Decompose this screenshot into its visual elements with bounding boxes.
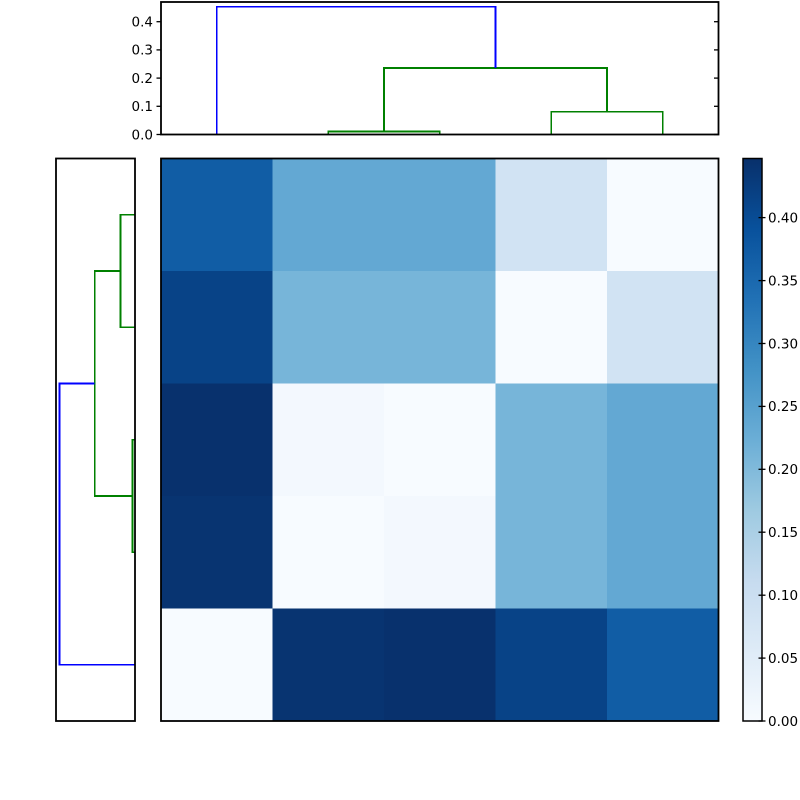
heatmap-cell bbox=[607, 383, 719, 497]
top-dendrogram-axis: 0.0 0.1 0.2 0.3 0.4 bbox=[132, 15, 719, 143]
heatmap-cell bbox=[272, 271, 385, 385]
heatmap-cell bbox=[384, 271, 497, 385]
y-tick-label: 0.3 bbox=[132, 43, 153, 59]
heatmap-cell bbox=[607, 158, 719, 272]
dendrogram-link-blue bbox=[58, 382, 135, 666]
y-tick-label: 0.2 bbox=[132, 71, 153, 87]
y-tick-label: 0.1 bbox=[132, 99, 153, 115]
dendrogram-link-green bbox=[383, 67, 608, 132]
heatmap-cell bbox=[607, 271, 719, 385]
heatmap-cell bbox=[495, 496, 608, 610]
top-dendrogram-border bbox=[160, 1, 720, 136]
heatmap-cell bbox=[161, 158, 274, 272]
colorbar-tick-label: 0.05 bbox=[768, 651, 798, 667]
dendrogram-link-green bbox=[119, 213, 135, 329]
heatmap-cell bbox=[384, 383, 497, 497]
heatmap-cell bbox=[161, 608, 274, 721]
colorbar-gradient-bar bbox=[743, 158, 762, 721]
colorbar-tick-label: 0.40 bbox=[768, 210, 798, 226]
y-tick-label: 0.4 bbox=[132, 15, 153, 31]
heatmap-border bbox=[160, 157, 720, 722]
heatmap-cell bbox=[272, 158, 385, 272]
colorbar-border bbox=[742, 157, 763, 722]
colorbar-tick-label: 0.10 bbox=[768, 588, 798, 604]
heatmap-cell bbox=[161, 383, 274, 497]
heatmap-cell bbox=[495, 158, 608, 272]
heatmap-cell bbox=[495, 383, 608, 497]
heatmap-cell bbox=[495, 608, 608, 721]
dendrogram-link-green bbox=[93, 270, 133, 497]
y-tick-label: 0.0 bbox=[132, 127, 153, 143]
heatmap-cell bbox=[161, 496, 274, 610]
heatmap-cell bbox=[495, 271, 608, 385]
colorbar-tick-label: 0.35 bbox=[768, 273, 798, 289]
colorbar-tick-label: 0.20 bbox=[768, 462, 798, 478]
colorbar-tick-label: 0.00 bbox=[768, 714, 798, 730]
dendrogram-link-green bbox=[550, 110, 664, 135]
heatmap-cell bbox=[607, 496, 719, 610]
heatmap-cell bbox=[384, 608, 497, 721]
heatmap-panel bbox=[160, 157, 720, 722]
colorbar-tick-label: 0.15 bbox=[768, 525, 798, 541]
heatmap-cell bbox=[272, 383, 385, 497]
left-dendrogram-border bbox=[55, 157, 136, 722]
heatmap-cell bbox=[607, 608, 719, 721]
heatmap-cell bbox=[272, 608, 385, 721]
colorbar-panel: 0.00 0.05 0.10 0.15 0.20 0.25 0.30 0.35 0.40 bbox=[742, 157, 798, 730]
heatmap-cell bbox=[161, 271, 274, 385]
heatmap-cell bbox=[384, 496, 497, 610]
heatmap-cell bbox=[272, 496, 385, 610]
dendrogram-link-blue bbox=[215, 5, 497, 135]
colorbar-tick-label: 0.30 bbox=[768, 336, 798, 352]
left-dendrogram-panel bbox=[55, 157, 136, 722]
heatmap-cell bbox=[384, 158, 497, 272]
top-dendrogram-panel bbox=[160, 1, 720, 136]
colorbar-tick-label: 0.25 bbox=[768, 399, 798, 415]
